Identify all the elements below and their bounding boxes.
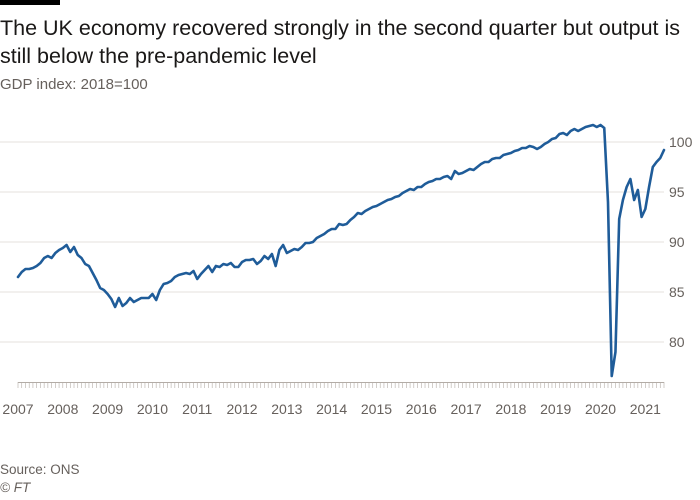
y-tick-label: 80 — [669, 334, 685, 350]
grid-lines — [0, 141, 664, 343]
x-axis — [17, 382, 665, 388]
chart-subtitle: GDP index: 2018=100 — [0, 76, 148, 93]
x-tick-label: 2015 — [361, 401, 392, 417]
x-tick-label: 2011 — [182, 401, 212, 417]
x-tick-label: 2014 — [316, 401, 347, 417]
y-tick-label: 85 — [669, 284, 685, 300]
chart-title: The UK economy recovered strongly in the… — [0, 16, 681, 68]
y-tick-label: 95 — [669, 184, 685, 200]
y-tick-label: 100 — [669, 134, 693, 150]
y-tick-label: 90 — [669, 234, 685, 250]
x-tick-label: 2012 — [226, 401, 257, 417]
x-tick-label: 2010 — [137, 401, 168, 417]
x-axis-labels: 2007 2008 2009 2010 2011 2012 2013 2014 2015 2016… — [2, 401, 661, 417]
credit-note: © FT — [0, 480, 31, 495]
x-tick-label: 2018 — [495, 401, 526, 417]
x-tick-label: 2007 — [2, 401, 33, 417]
x-tick-label: 2021 — [630, 401, 661, 417]
x-tick-label: 2020 — [585, 401, 616, 417]
series-layer — [16, 123, 666, 378]
x-tick-label: 2019 — [540, 401, 571, 417]
x-tick-label: 2017 — [451, 401, 482, 417]
y-axis: 80 85 90 95 100 — [669, 134, 693, 350]
x-tick-label: 2013 — [271, 401, 302, 417]
source-note: Source: ONS — [0, 462, 80, 477]
gdp-series-line — [16, 123, 666, 378]
line-chart: 80 85 90 95 100 2007 2008 2009 2010 2011 2012 2013… — [0, 123, 693, 417]
x-tick-label: 2016 — [406, 401, 437, 417]
x-tick-label: 2008 — [47, 401, 78, 417]
brand-bar — [0, 0, 60, 5]
x-tick-label: 2009 — [92, 401, 123, 417]
